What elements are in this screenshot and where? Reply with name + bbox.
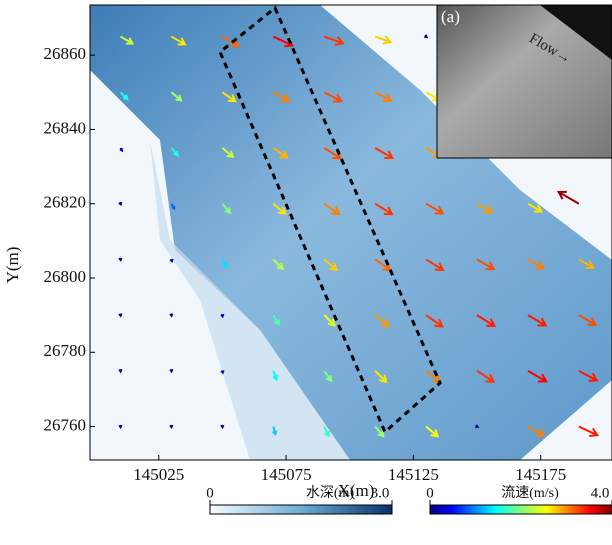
vector-arrow (221, 203, 232, 215)
vector-arrow (425, 425, 440, 438)
x-tick-label: 145075 (261, 465, 312, 484)
vector-arrow (169, 313, 174, 318)
colorbar-tick-label: 0 (426, 485, 434, 501)
colorbar-tick-label: 3.0 (371, 485, 390, 501)
vector-arrow (323, 370, 333, 383)
x-axis-label: X(m) (338, 481, 375, 500)
y-tick-label: 26760 (44, 415, 87, 434)
vector-arrow (169, 368, 174, 374)
inset-label: (a) (441, 7, 460, 26)
vector-arrow (556, 190, 580, 205)
vector-arrow (120, 35, 135, 45)
vector-arrow (323, 91, 343, 103)
plot-frame (89, 4, 612, 461)
vector-arrow (170, 91, 183, 102)
vector-arrow (220, 424, 225, 430)
vector-arrow (527, 369, 548, 383)
vector-arrow (374, 35, 393, 45)
vector-arrow (374, 147, 395, 160)
vector-arrow (221, 91, 237, 103)
vector-arrow (118, 201, 123, 207)
vector-arrow (527, 202, 544, 213)
x-tick-label: 145125 (388, 465, 439, 484)
colorbar-label: 水深(m) (306, 485, 355, 501)
vector-arrow (475, 424, 480, 428)
vector-arrow (527, 258, 546, 270)
vector-arrow (425, 202, 445, 215)
y-tick-label: 26860 (44, 44, 87, 63)
vector-arrow (527, 425, 546, 437)
vector-arrow (424, 34, 429, 39)
vector-arrow (169, 424, 174, 430)
vector-arrow (170, 147, 179, 157)
vector-arrow (272, 91, 291, 103)
vector-arrow (118, 257, 123, 262)
depth-colorbar (209, 504, 393, 515)
vector-arrow (323, 202, 341, 216)
vector-arrow (118, 368, 123, 374)
vector-arrow (323, 314, 336, 327)
x-tick-label: 145025 (133, 465, 184, 484)
vector-arrow (476, 202, 494, 214)
vector-arrow (323, 258, 339, 272)
vector-arrow (374, 314, 391, 328)
vector-arrow (374, 425, 385, 438)
vector-arrow (272, 370, 279, 382)
y-tick-label: 26800 (44, 267, 87, 286)
vector-arrow (272, 147, 289, 159)
y-tick-label: 26780 (44, 341, 87, 360)
vector-arrow (119, 91, 129, 101)
vector-arrow (272, 258, 285, 271)
vector-arrow (221, 258, 228, 269)
vector-arrow (119, 147, 124, 153)
vector-arrow (374, 91, 393, 103)
vector-arrow (425, 314, 444, 328)
vector-arrow (221, 147, 235, 159)
vector-arrow (578, 258, 596, 269)
vector-arrow (272, 314, 280, 327)
y-tick-label: 26840 (44, 118, 87, 137)
vector-arrow (272, 202, 287, 215)
vector-arrow (220, 370, 225, 375)
vector-arrow (374, 202, 394, 216)
vector-arrow (578, 369, 599, 382)
vector-arrow (374, 370, 388, 384)
vector-arrow (170, 203, 176, 211)
vector-arrow (476, 370, 496, 383)
colorbar-tick-label: 0 (206, 485, 214, 501)
vector-arrow (118, 424, 123, 430)
vector-arrow (118, 313, 123, 318)
vector-arrow (220, 313, 225, 319)
vector-arrow (272, 426, 278, 436)
vector-arrow (425, 258, 445, 271)
y-axis-label: Y(m) (3, 247, 22, 284)
vector-arrow (323, 35, 345, 46)
x-tick-label: 145175 (515, 465, 566, 484)
vector-arrow (578, 314, 598, 326)
vector-arrow (527, 314, 548, 327)
vector-arrow (323, 426, 331, 438)
vector-arrow (170, 35, 187, 46)
vector-arrow (578, 425, 600, 438)
vector-arrow (476, 314, 496, 327)
y-tick-label: 26820 (44, 193, 87, 212)
colorbar-label: 流速(m/s) (501, 485, 559, 501)
vector-arrow (476, 258, 496, 271)
inset-photo: (a) Flow→ (436, 4, 612, 159)
colorbar-tick-label: 4.0 (591, 485, 610, 501)
vector-arrow (169, 258, 174, 264)
speed-colorbar (429, 504, 612, 515)
